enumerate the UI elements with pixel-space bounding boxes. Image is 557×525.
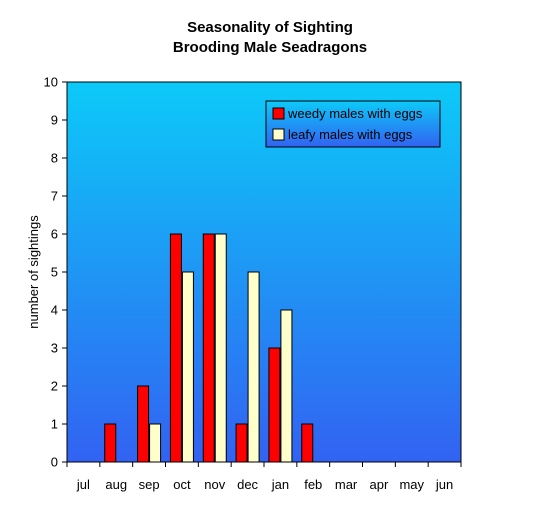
x-tick-label: dec — [237, 477, 258, 492]
y-tick-label: 10 — [44, 75, 58, 90]
bar-weedy-nov — [202, 233, 215, 463]
bar-weedy-oct — [169, 233, 182, 463]
y-tick-label: 8 — [51, 151, 58, 166]
y-tick-label: 5 — [51, 265, 58, 280]
bar-leafy-sep — [149, 423, 162, 463]
x-axis: jul aug sep oct nov dec jan feb mar apr may jun — [66, 462, 462, 492]
x-tick-label: sep — [139, 477, 160, 492]
y-tick-label: 9 — [51, 113, 58, 128]
y-tick-label: 7 — [51, 189, 58, 204]
y-tick-label: 4 — [51, 303, 58, 318]
y-axis: 0 1 2 3 4 5 6 7 8 9 10 — [44, 75, 67, 470]
legend-box — [265, 100, 441, 148]
chart-title: Seasonality of Sighting — [187, 19, 353, 36]
bar-leafy-dec — [247, 271, 260, 463]
x-tick-label: jul — [76, 477, 90, 492]
legend-label-weedy: weedy males with eggs — [287, 106, 423, 121]
bar-weedy-aug — [104, 423, 117, 463]
x-tick-label: may — [399, 477, 424, 492]
x-tick-label: jan — [271, 477, 289, 492]
bar-leafy-jan — [280, 309, 293, 463]
x-tick-label: jun — [435, 477, 453, 492]
chart-subtitle: Brooding Male Seadragons — [173, 39, 367, 56]
bar-weedy-dec — [235, 423, 248, 463]
y-tick-label: 6 — [51, 227, 58, 242]
x-tick-label: apr — [370, 477, 389, 492]
y-tick-label: 0 — [51, 455, 58, 470]
bar-weedy-jan — [268, 347, 281, 463]
legend: weedy males with eggs leafy males with e… — [265, 100, 441, 148]
bars — [104, 233, 314, 463]
y-axis-label: number of sightings — [26, 215, 41, 329]
x-tick-label: aug — [105, 477, 127, 492]
bar-leafy-oct — [181, 271, 194, 463]
y-tick-label: 3 — [51, 341, 58, 356]
x-tick-label: oct — [173, 477, 191, 492]
legend-label-leafy: leafy males with eggs — [288, 127, 413, 142]
bar-leafy-nov — [214, 233, 227, 463]
x-tick-label: mar — [335, 477, 358, 492]
legend-swatch-weedy — [272, 107, 285, 120]
x-tick-label: nov — [204, 477, 225, 492]
y-tick-label: 2 — [51, 379, 58, 394]
bar-weedy-sep — [137, 385, 150, 463]
y-tick-label: 1 — [51, 417, 58, 432]
bar-weedy-feb — [301, 423, 314, 463]
legend-swatch-leafy — [272, 128, 285, 141]
x-tick-label: feb — [304, 477, 322, 492]
